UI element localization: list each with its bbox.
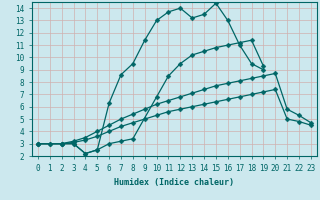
X-axis label: Humidex (Indice chaleur): Humidex (Indice chaleur) bbox=[115, 178, 234, 187]
